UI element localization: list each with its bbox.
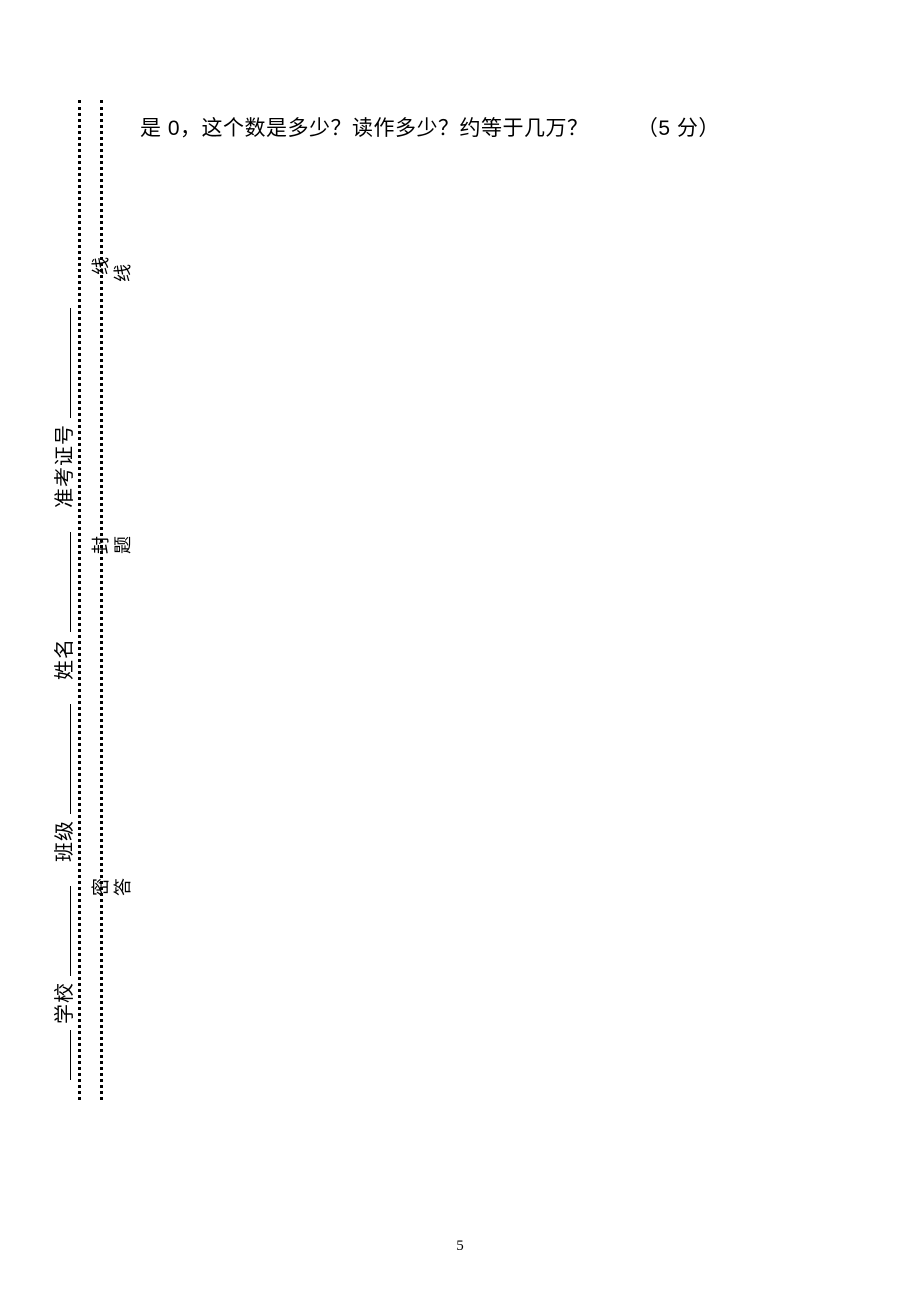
class-underline: [53, 704, 71, 814]
seal2-da: 答: [109, 876, 135, 898]
seal2-xian: 线: [109, 262, 135, 284]
examid-underline: [53, 308, 71, 418]
label-name: 姓名: [54, 638, 76, 680]
seal-line-1: [78, 100, 81, 1100]
seal-line-2: [100, 100, 103, 1100]
seal2-ti: 题: [109, 534, 135, 556]
name-underline: [53, 532, 71, 632]
question-text-line: 是 0，这个数是多少？读作多少？约等于几万？ （5 分）: [140, 112, 720, 142]
label-exam-id: 准考证号: [54, 424, 76, 508]
question-main: 是 0，这个数是多少？读作多少？约等于几万？: [140, 117, 589, 140]
school-underline-pre: [53, 1030, 71, 1080]
question-points: （5 分）: [637, 117, 720, 140]
school-underline: [53, 886, 71, 976]
info-line: 学校 班级 姓名 准考证号: [48, 308, 77, 1080]
label-class: 班级: [54, 820, 76, 862]
student-info-strip: 学校 班级 姓名 准考证号: [8, 0, 58, 1100]
exam-page: 学校 班级 姓名 准考证号 密 封 线 答 题 线 是 0，这个数是多少？读作多…: [0, 0, 920, 1303]
page-number: 5: [0, 1238, 920, 1255]
label-school: 学校: [54, 982, 76, 1024]
